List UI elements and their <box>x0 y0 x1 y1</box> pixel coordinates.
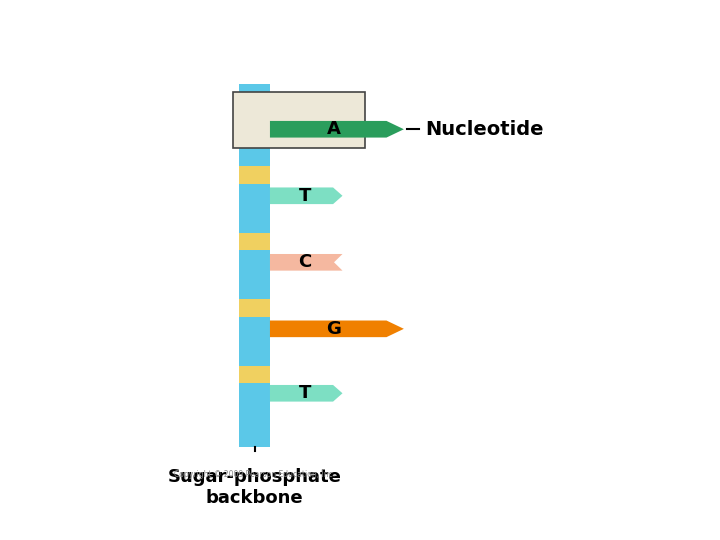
Text: T: T <box>299 384 311 402</box>
Bar <box>239 100 270 117</box>
Text: Sugar-phosphate
backbone: Sugar-phosphate backbone <box>168 468 341 507</box>
Text: Nucleotide: Nucleotide <box>425 120 544 139</box>
Bar <box>233 92 364 148</box>
Text: A: A <box>327 120 341 138</box>
Bar <box>239 166 270 184</box>
Polygon shape <box>270 254 343 271</box>
Bar <box>239 366 270 383</box>
Text: T: T <box>299 187 311 205</box>
Polygon shape <box>270 321 404 337</box>
Polygon shape <box>270 187 343 204</box>
Bar <box>239 233 270 250</box>
Text: C: C <box>298 253 311 271</box>
Text: Copyright © 2009 Pearson Education, Inc.: Copyright © 2009 Pearson Education, Inc. <box>174 469 336 478</box>
Polygon shape <box>270 121 404 138</box>
Polygon shape <box>270 385 343 402</box>
Bar <box>239 299 270 317</box>
Bar <box>239 84 270 447</box>
Text: G: G <box>327 320 341 338</box>
